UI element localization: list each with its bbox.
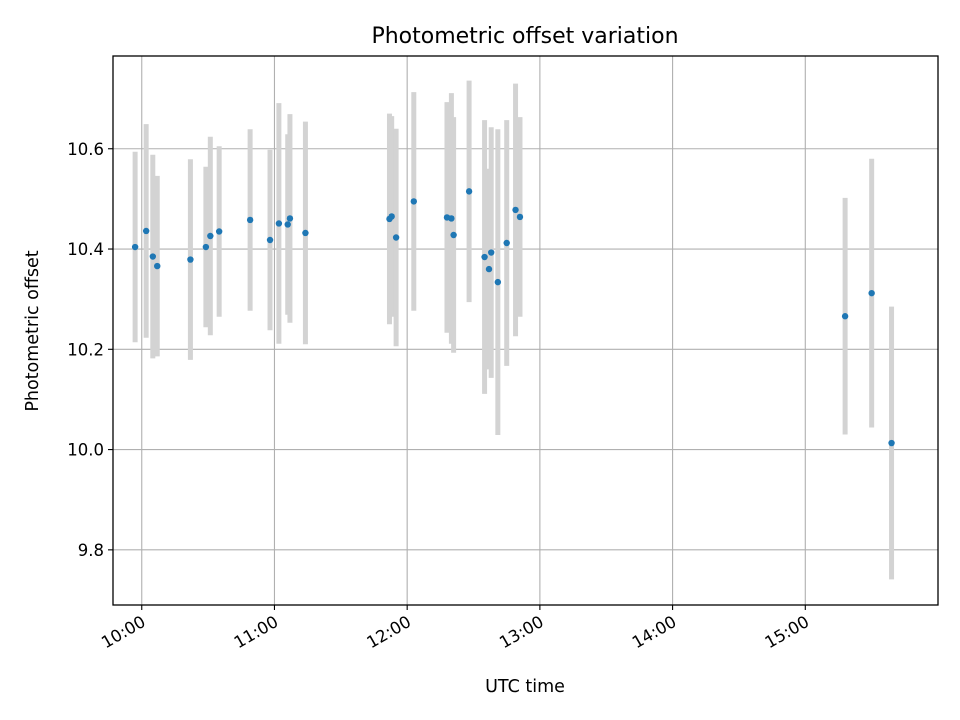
- data-point: [512, 206, 519, 214]
- data-point: [286, 215, 294, 222]
- data-point: [494, 278, 502, 286]
- data-point: [207, 232, 214, 240]
- y-tick-label: 10.6: [67, 140, 104, 159]
- data-point: [202, 243, 210, 251]
- data-point: [275, 220, 283, 227]
- y-tick-label: 10.0: [67, 441, 104, 460]
- data-point: [266, 236, 274, 244]
- y-axis: 9.8 10.0 10.2 10.4 10.6: [67, 140, 113, 560]
- y-tick-label: 10.2: [67, 340, 104, 359]
- data-point: [149, 253, 157, 260]
- data-point: [131, 243, 139, 251]
- y-axis-label: Photometric offset: [23, 250, 43, 411]
- data-point: [868, 289, 875, 297]
- data-point: [465, 188, 473, 195]
- data-point: [481, 253, 488, 261]
- plot-area: [113, 56, 938, 605]
- data-point: [154, 262, 161, 270]
- data-point: [410, 198, 418, 205]
- data-point: [392, 234, 400, 241]
- plot-frame: [112, 55, 939, 606]
- x-axis-label: UTC time: [485, 677, 565, 697]
- grid: [113, 56, 938, 605]
- chart-title: Photometric offset variation: [371, 24, 678, 49]
- data-point: [503, 239, 510, 247]
- data-point: [142, 227, 150, 235]
- data-point: [215, 228, 223, 235]
- data-point: [841, 313, 849, 320]
- data-point: [888, 439, 895, 447]
- data-point: [485, 265, 493, 273]
- data-point: [246, 216, 254, 224]
- y-tick-label: 10.4: [67, 240, 104, 259]
- data-point: [187, 256, 194, 263]
- data-point: [284, 221, 291, 228]
- data-point: [388, 213, 395, 220]
- data-point: [488, 249, 495, 256]
- data-points: [131, 188, 895, 447]
- y-tick-label: 9.8: [78, 541, 104, 560]
- data-point: [450, 231, 457, 239]
- data-point: [302, 229, 309, 237]
- data-point: [516, 213, 524, 221]
- data-point: [448, 215, 455, 222]
